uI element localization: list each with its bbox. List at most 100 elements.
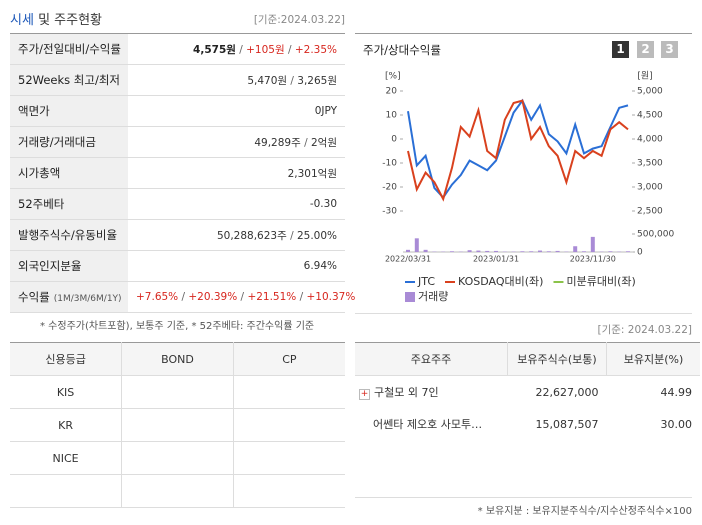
chart-title: 주가/상대수익률: [363, 43, 441, 57]
cell: + 구철모 외 7인: [355, 376, 508, 409]
separator: /: [284, 43, 295, 56]
title-rest: 및 주주현황: [38, 13, 102, 28]
cell: [232, 408, 345, 442]
value: 0JPY: [314, 105, 337, 117]
row: 52주베타 -0.30: [10, 188, 345, 220]
header-row: 주요주주 보유주식수(보통) 보유지분(%): [355, 342, 700, 376]
value-cell: 5,470원 / 3,265원: [128, 64, 345, 96]
value: +10.37%: [306, 291, 356, 303]
header: CP: [232, 342, 345, 376]
value: 5,470원: [247, 74, 288, 87]
tab[interactable]: 1: [612, 41, 629, 58]
volume-bar: [608, 251, 613, 252]
cell: 어쎈타 제오호 사모투…: [355, 408, 508, 440]
label: 외국인지분율: [18, 259, 82, 273]
text: 어쎈타 제오호 사모투…: [373, 418, 483, 431]
chart: [%] [원] 20 10 0 -10 -20 -30 5,000 4,500 4,000 3,500…: [382, 71, 674, 304]
row: KIS: [10, 375, 345, 409]
label-cell: 액면가: [10, 95, 128, 127]
label: 52주베타: [18, 197, 65, 211]
volume-bar: [582, 251, 586, 252]
header: 주요주주: [355, 342, 508, 376]
text: 44.99: [660, 385, 693, 399]
tab[interactable]: 3: [661, 41, 678, 58]
row: 어쎈타 제오호 사모투… 15,087,507 30.00: [355, 408, 700, 440]
legend-swatch: [405, 292, 415, 302]
volume-bar: [529, 251, 534, 252]
volume-bar: [414, 238, 419, 252]
row: NICE: [10, 441, 345, 475]
label: 주가/전일대비/수익률: [18, 42, 121, 56]
text: 구철모 외 7인: [374, 386, 439, 399]
header: 보유지분(%): [606, 342, 700, 376]
value: +7.65%: [136, 291, 179, 303]
volume-bar: [520, 251, 525, 252]
value: 25.00%: [296, 229, 337, 242]
volume-bar: [573, 246, 578, 252]
y-unit: [%]: [385, 72, 401, 82]
value-cell: -0.30: [128, 188, 345, 220]
row: 거래량/거래대금 49,289주 / 2억원: [10, 126, 345, 158]
cell: 22,627,000: [508, 376, 607, 409]
cell: [232, 441, 345, 475]
value: -0.30: [309, 198, 337, 210]
separator: /: [286, 229, 297, 242]
cell: [232, 375, 345, 409]
header-row: 신용등급 BOND CP: [10, 342, 345, 376]
volume-bar: [555, 250, 560, 252]
value: 2,301억원: [287, 167, 337, 180]
value: +2.35%: [294, 43, 337, 56]
volume-bar: [494, 250, 498, 252]
y2-tick-label: 5,000: [637, 87, 663, 97]
value: +105원: [246, 43, 285, 56]
label-cell: 외국인지분율: [10, 250, 128, 282]
value: 6.94%: [303, 260, 337, 272]
row: KR: [10, 408, 345, 442]
y-tick-label: -10: [382, 159, 397, 169]
volume-bar: [406, 249, 410, 252]
text: 15,087,507: [535, 417, 599, 431]
cell: 15,087,507: [508, 408, 607, 440]
label-cell: 52주베타: [10, 188, 128, 220]
text: 22,627,000: [535, 385, 599, 399]
legend-label: 미분류대비(좌): [566, 275, 635, 288]
label-cell: 52Weeks 최고/최저: [10, 64, 128, 96]
legend-label: 거래량: [418, 290, 448, 303]
row: 시가총액 2,301억원: [10, 157, 345, 189]
footnote: * 보유지분 : 보유지분주식수/지수산정주식수×100: [477, 506, 692, 517]
agency: KR: [10, 408, 123, 442]
row: 52Weeks 최고/최저 5,470원 / 3,265원: [10, 64, 345, 96]
cell: [121, 474, 234, 508]
text: 30.00: [660, 417, 693, 431]
value: 4,575원: [193, 43, 236, 56]
label: 액면가: [18, 104, 50, 118]
label-cell: 거래량/거래대금: [10, 126, 128, 158]
label: 52Weeks 최고/최저: [18, 73, 120, 87]
y-tick-label: -20: [382, 183, 397, 193]
separator: /: [178, 291, 189, 303]
legend-label: KOSDAQ대비(좌): [458, 275, 543, 288]
date: [기준: 2024.03.22]: [597, 324, 692, 336]
tab[interactable]: 2: [637, 41, 654, 58]
cell: [121, 375, 234, 409]
label: 시가총액: [18, 166, 61, 180]
section-title: 시세 및 주주현황: [10, 9, 102, 28]
volume-bar: [538, 250, 542, 252]
separator: /: [287, 74, 298, 87]
label: 수익률: [18, 290, 50, 304]
row: 발행주식수/유동비율 50,288,623주 / 25.00%: [10, 219, 345, 251]
value-cell: 49,289주 / 2억원: [128, 126, 345, 158]
label: 발행주식수/유동비율: [18, 228, 118, 242]
row: 액면가 0JPY: [10, 95, 345, 127]
chart-panel: 주가/상대수익률 1 2 3 [%] [원] 20 10 0 -10 -20 -30 5,000…: [355, 33, 692, 314]
value: +20.39%: [188, 291, 238, 303]
y2-tick-label: 3,500: [637, 159, 663, 169]
y2-unit: [원]: [637, 71, 652, 82]
agency: NICE: [10, 441, 123, 475]
value-cell: +7.65% / +20.39% / +21.51% / +10.37%: [128, 281, 355, 313]
value-cell: 6.94%: [128, 250, 345, 282]
x-tick-label: 2022/03/31: [385, 255, 431, 264]
label-cell: 시가총액: [10, 157, 128, 189]
value-cell: 4,575원 / +105원 / +2.35%: [128, 33, 345, 65]
